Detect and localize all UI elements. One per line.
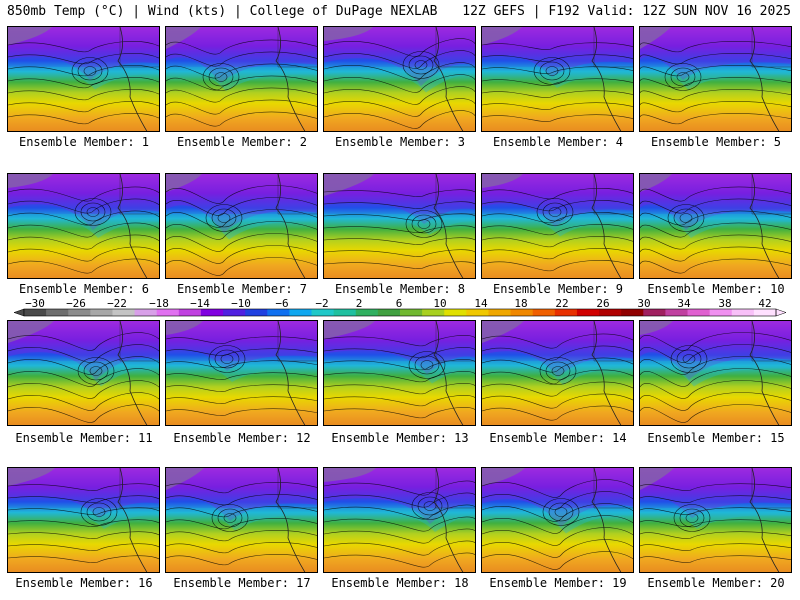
map-title: 850mb Temp (°C) | Wind (kts) | College o… [7, 4, 438, 19]
colorbar-tick-label: 26 [596, 297, 609, 310]
ensemble-member-map [639, 320, 792, 426]
member-label: Ensemble Member: 8 [334, 282, 466, 296]
colorbar-tick-label: 14 [474, 297, 488, 310]
ensemble-member-map [165, 173, 318, 279]
member-label: Ensemble Member: 12 [173, 431, 311, 445]
colorbar-tick-label: −26 [66, 297, 86, 310]
ensemble-member-map [7, 320, 160, 426]
ensemble-member-map [323, 26, 476, 132]
ensemble-member-map [323, 173, 476, 279]
ensemble-member-map [481, 320, 634, 426]
member-label: Ensemble Member: 2 [176, 135, 308, 149]
member-label: Ensemble Member: 17 [173, 576, 311, 590]
ensemble-member-map [639, 26, 792, 132]
colorbar-tick-label: 42 [758, 297, 771, 310]
colorbar-tick-label: 10 [433, 297, 446, 310]
ensemble-member-map [7, 467, 160, 573]
ensemble-member-map [481, 173, 634, 279]
member-label: Ensemble Member: 11 [15, 431, 153, 445]
member-label: Ensemble Member: 13 [331, 431, 469, 445]
colorbar-tick-label: −22 [107, 297, 127, 310]
member-label: Ensemble Member: 19 [489, 576, 627, 590]
ensemble-member-map [7, 173, 160, 279]
ensemble-member-map [481, 467, 634, 573]
colorbar-tick-label: −18 [149, 297, 169, 310]
colorbar-tick-label: 30 [637, 297, 650, 310]
member-label: Ensemble Member: 5 [650, 135, 782, 149]
member-label: Ensemble Member: 16 [15, 576, 153, 590]
temperature-colorbar: −30 −26 −22 −18 −14 −10 −6 −2 2 6 10 14 18 22 26 30 34 38… [13, 297, 787, 317]
member-label: Ensemble Member: 9 [492, 282, 624, 296]
valid-time: 12Z GEFS | F192 Valid: 12Z SUN NOV 16 20… [462, 4, 791, 19]
colorbar-tick-label: 18 [514, 297, 527, 310]
member-label: Ensemble Member: 20 [647, 576, 785, 590]
member-label: Ensemble Member: 15 [647, 431, 785, 445]
member-label: Ensemble Member: 14 [489, 431, 627, 445]
ensemble-member-map [323, 320, 476, 426]
colorbar-tick-label: 34 [677, 297, 691, 310]
ensemble-member-map [639, 467, 792, 573]
member-label: Ensemble Member: 18 [331, 576, 469, 590]
ensemble-member-map [165, 467, 318, 573]
colorbar-tick-label: −14 [190, 297, 210, 310]
member-label: Ensemble Member: 1 [18, 135, 150, 149]
ensemble-member-map [481, 26, 634, 132]
ensemble-member-map [639, 173, 792, 279]
ensemble-member-map [165, 26, 318, 132]
member-label: Ensemble Member: 10 [647, 282, 785, 296]
colorbar-tick-label: 6 [396, 297, 403, 310]
colorbar-tick-label: 2 [356, 297, 363, 310]
ensemble-member-map [7, 26, 160, 132]
colorbar-tick-label: −6 [275, 297, 288, 310]
colorbar-tick-label: −2 [315, 297, 328, 310]
member-label: Ensemble Member: 6 [18, 282, 150, 296]
colorbar-tick-label: 22 [555, 297, 568, 310]
member-label: Ensemble Member: 4 [492, 135, 624, 149]
ensemble-member-map [165, 320, 318, 426]
colorbar-tick-label: −10 [231, 297, 251, 310]
colorbar-tick-label: 38 [718, 297, 731, 310]
ensemble-member-map [323, 467, 476, 573]
member-label: Ensemble Member: 7 [176, 282, 308, 296]
colorbar-tick-label: −30 [25, 297, 45, 310]
member-label: Ensemble Member: 3 [334, 135, 466, 149]
